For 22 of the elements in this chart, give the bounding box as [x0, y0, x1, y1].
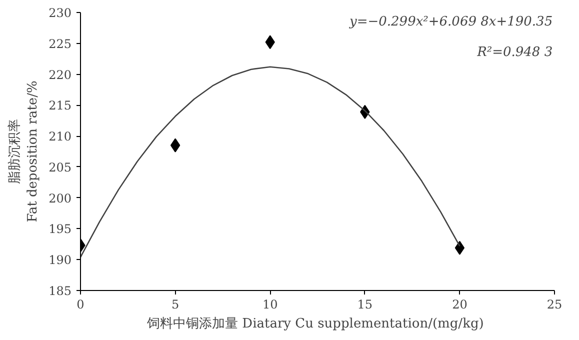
x-tick-label: 10 [262, 298, 278, 312]
point [170, 138, 180, 152]
y-tick-label: 200 [48, 191, 72, 206]
y-tick-label: 190 [48, 253, 72, 268]
y-tick-label: 195 [48, 222, 72, 236]
y-tick-label: 220 [48, 68, 72, 82]
y-tick-label: 205 [48, 160, 72, 174]
y-tick-label: 210 [48, 130, 72, 144]
x-axis-title: 饲料中铜添加量 Diatary Cu supplementation/(mg/kg) [146, 316, 484, 332]
annotation: y=−0.299x²+6.069 8x+190.35 [348, 14, 553, 30]
y-axis-title: 脂肪沉积率 Fat deposition rate/% [6, 80, 41, 222]
y-tick-label: 215 [48, 98, 72, 113]
y-tick-label: 225 [48, 36, 72, 51]
annotation: R²=0.948 3 [476, 45, 553, 60]
point [454, 240, 465, 255]
y-tick-label: 230 [48, 6, 72, 20]
x-tick-label: 15 [357, 298, 373, 312]
x-tick-label: 0 [76, 298, 84, 312]
y-tick-label: 185 [48, 284, 72, 298]
x-tick-label: 5 [171, 298, 180, 312]
x-tick-label: 20 [452, 298, 468, 312]
x-tick-label: 25 [546, 298, 562, 312]
